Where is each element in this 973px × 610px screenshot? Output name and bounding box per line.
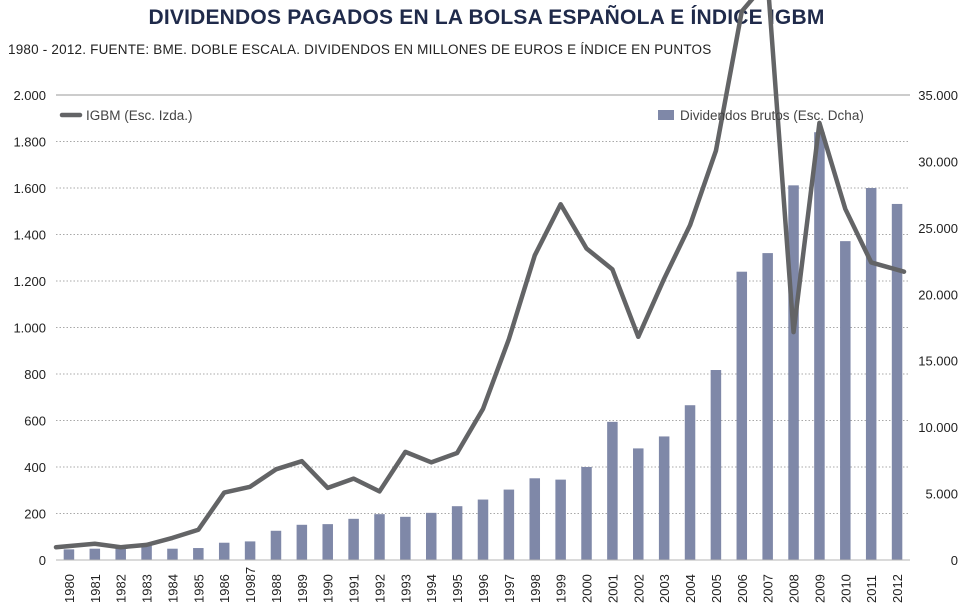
dividend-bar (684, 405, 696, 560)
dividend-bar (658, 436, 670, 560)
dividend-bar (891, 203, 903, 560)
dividend-bar (89, 548, 101, 560)
x-tick-label: 2007 (761, 574, 776, 603)
x-tick-label: 2000 (580, 574, 595, 603)
y-left-tick-label: 1.600 (13, 181, 46, 196)
y-left-tick-label: 1.400 (13, 228, 46, 243)
x-tick-label: 2003 (657, 574, 672, 603)
x-tick-label: 1984 (165, 574, 180, 603)
x-tick-label: 2011 (864, 575, 879, 603)
y-right-tick-label: 0 (951, 553, 958, 568)
dividend-bar (788, 185, 799, 561)
x-tick-label: 1991 (347, 574, 362, 603)
y-right-tick-label: 5.000 (925, 487, 958, 502)
dividend-bar (374, 514, 385, 560)
x-tick-label: 1989 (295, 574, 310, 603)
dividend-bar (840, 241, 851, 560)
dividend-bar (633, 448, 644, 560)
x-tick-label: 1986 (217, 574, 232, 603)
dividend-bar (865, 188, 877, 560)
x-tick-label: 1990 (321, 574, 336, 603)
legend-igbm-label: IGBM (Esc. Izda.) (86, 108, 193, 123)
dividend-bar (425, 512, 437, 560)
dividend-bar (503, 489, 515, 560)
x-tick-label: 1996 (476, 574, 491, 603)
x-tick-label: 2012 (890, 574, 905, 603)
x-tick-label: 1999 (554, 574, 569, 603)
x-tick-label: 1994 (424, 574, 439, 603)
y-left-tick-label: 1.800 (13, 135, 46, 150)
y-left-tick-label: 600 (24, 414, 46, 429)
y-left-tick-label: 1.200 (13, 274, 46, 289)
dividend-bar (322, 524, 333, 560)
dividend-bar (762, 253, 773, 560)
x-tick-label: 2010 (838, 574, 853, 603)
y-left-tick-label: 0 (39, 553, 46, 568)
chart-subtitle: 1980 - 2012. FUENTE: BME. DOBLE ESCALA. … (8, 42, 712, 57)
x-tick-label: 1985 (191, 574, 206, 603)
x-tick-label: 2006 (735, 574, 750, 603)
y-left-tick-label: 1.000 (13, 321, 46, 336)
x-tick-label: 1981 (88, 574, 103, 603)
x-tick-label: 1995 (450, 574, 465, 603)
dividend-bar (581, 467, 592, 560)
x-tick-label: 2002 (631, 574, 646, 603)
x-tick-label: 1992 (372, 574, 387, 603)
x-tick-label: 1980 (62, 574, 77, 603)
chart-title: DIVIDENDOS PAGADOS EN LA BOLSA ESPAÑOLA … (148, 6, 825, 29)
dividend-bar (296, 524, 308, 560)
y-left-tick-label: 400 (24, 460, 46, 475)
dividend-bar (141, 544, 152, 560)
y-right-tick-label: 25.000 (918, 221, 958, 236)
dividend-bar (244, 541, 256, 560)
dividend-bar (607, 421, 618, 560)
x-tick-label: 1983 (140, 574, 155, 603)
dividend-bar (167, 548, 178, 560)
dividend-bar (218, 542, 230, 560)
dividend-bar (193, 548, 204, 560)
y-right-tick-label: 35.000 (918, 88, 958, 103)
igbm-line (53, 0, 907, 550)
x-tick-label: 1997 (502, 574, 517, 603)
x-tick-label: 1982 (114, 574, 129, 603)
x-tick-label: 1993 (398, 574, 413, 603)
dividend-bar (115, 548, 126, 560)
dividend-bar (814, 132, 825, 560)
dividend-bar (529, 478, 541, 560)
x-tick-label: 2005 (709, 574, 724, 603)
legend-dividend-label: Dividendos Brutos (Esc. Dcha) (680, 108, 864, 123)
x-tick-label: 2001 (605, 574, 620, 603)
dividend-bar (555, 479, 566, 560)
dividend-bar (400, 516, 411, 560)
y-right-tick-label: 15.000 (918, 354, 958, 369)
dividend-bar (710, 370, 722, 560)
y-left-tick-label: 2.000 (13, 88, 46, 103)
dividend-bar (63, 549, 75, 560)
y-right-tick-label: 30.000 (918, 154, 958, 169)
x-tick-label: 2004 (683, 574, 698, 603)
dividend-bar (348, 518, 359, 560)
y-right-tick-label: 20.000 (918, 287, 958, 302)
y-left-tick-label: 800 (24, 367, 46, 382)
x-tick-label: 1988 (269, 574, 284, 603)
legend-dividend-swatch (658, 110, 674, 120)
x-tick-label: 2009 (812, 574, 827, 603)
dividend-bar (736, 271, 748, 560)
dividend-bar (477, 499, 489, 560)
x-tick-label: 2008 (787, 574, 802, 603)
dividend-bar (270, 530, 282, 560)
x-tick-label: 10987 (243, 567, 258, 603)
x-tick-label: 1998 (528, 574, 543, 603)
y-left-tick-label: 200 (24, 507, 46, 522)
y-right-tick-label: 10.000 (918, 420, 958, 435)
dividend-bar (451, 506, 463, 560)
